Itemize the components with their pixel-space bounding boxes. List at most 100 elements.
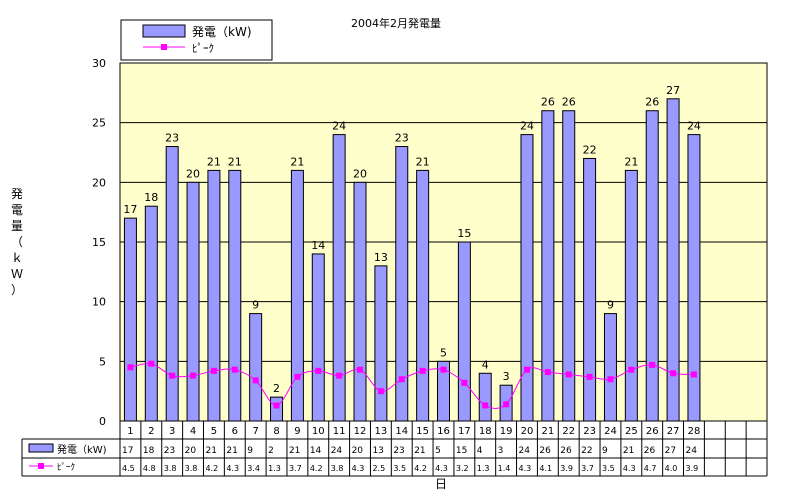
y-axis-label-char: 電 <box>11 203 23 217</box>
table-cell-peak: 3.5 <box>393 464 406 473</box>
category-label: 20 <box>521 426 534 437</box>
table-key-generation <box>28 443 54 453</box>
table-cell-peak: 3.4 <box>247 464 260 473</box>
category-label: 24 <box>604 426 617 437</box>
y-tick-label: 20 <box>92 176 106 189</box>
table-cell-generation: 13 <box>372 446 383 456</box>
peak-marker <box>607 376 614 383</box>
category-label: 10 <box>312 426 325 437</box>
table-cell-peak: 4.8 <box>143 464 156 473</box>
table-cell-peak: 4.3 <box>623 464 636 473</box>
bar-value-label: 21 <box>624 155 638 168</box>
y-tick-label: 10 <box>92 296 106 309</box>
peak-marker <box>565 371 572 378</box>
category-label: 15 <box>416 426 429 437</box>
bar-value-label: 26 <box>645 96 659 109</box>
table-series-label-generation: 発電（kW) <box>57 443 107 456</box>
y-tick-label: 30 <box>92 57 106 70</box>
x-axis-label: 日 <box>435 477 447 491</box>
y-tick-label: 15 <box>92 236 106 249</box>
bar <box>228 169 242 422</box>
peak-marker <box>690 371 697 378</box>
bar <box>562 110 576 422</box>
table-cell-peak: 3.8 <box>185 464 198 473</box>
table-cell-peak: 4.3 <box>226 464 239 473</box>
table-cell-generation: 23 <box>393 446 404 456</box>
y-axis-label: 発電量 （ ｋＷ ） <box>11 187 23 297</box>
table-cell-generation: 20 <box>352 446 364 456</box>
bar <box>416 169 430 422</box>
peak-marker <box>503 401 510 408</box>
y-tick-label: 5 <box>99 355 106 368</box>
table-cell-peak: 4.5 <box>122 464 135 473</box>
bar <box>332 134 346 422</box>
peak-line <box>130 362 694 409</box>
y-axis-label-char: ｋ <box>11 251 23 265</box>
bar <box>311 253 325 422</box>
table-cell-generation: 14 <box>310 446 322 456</box>
bar <box>290 169 304 422</box>
peak-marker <box>294 373 301 380</box>
table-cell-generation: 5 <box>435 446 441 456</box>
bar <box>478 372 492 422</box>
chart-title: 2004年2月発電量 <box>351 16 441 30</box>
bar-value-label: 26 <box>541 96 555 109</box>
table-cell-generation: 23 <box>164 446 175 456</box>
peak-marker <box>127 364 134 371</box>
table-cell-peak: 3.5 <box>602 464 615 473</box>
table-cell-generation: 26 <box>560 446 572 456</box>
table-cell-peak: 4.3 <box>352 464 365 473</box>
category-label: 14 <box>395 426 408 437</box>
legend-label-peak: ﾋﾟｰｸ <box>192 42 214 55</box>
bar <box>165 146 179 422</box>
table-cell-peak: 1.4 <box>498 464 511 473</box>
bar <box>353 181 367 422</box>
table-cell-generation: 4 <box>477 446 483 456</box>
category-label: 1 <box>127 426 133 437</box>
peak-marker <box>169 372 176 379</box>
peak-marker <box>586 373 593 380</box>
table-cell-peak: 4.7 <box>644 464 657 473</box>
table-cell-peak: 2.5 <box>372 464 385 473</box>
bar-value-label: 21 <box>207 155 221 168</box>
category-label: 6 <box>232 426 238 437</box>
bar-value-label: 20 <box>186 167 200 180</box>
category-label: 9 <box>294 426 300 437</box>
data-table: 1174.52184.83233.84203.85214.26214.3793.… <box>21 421 768 477</box>
category-label: 11 <box>333 426 346 437</box>
y-axis-label-char: ） <box>11 283 23 297</box>
category-label: 12 <box>354 426 367 437</box>
peak-marker <box>273 402 280 409</box>
bar <box>457 241 471 422</box>
bar-value-label: 27 <box>666 84 680 97</box>
category-label: 2 <box>148 426 154 437</box>
table-cell-peak: 3.9 <box>560 464 573 473</box>
bar-value-label: 26 <box>562 96 576 109</box>
y-axis-label-char: （ <box>11 235 23 249</box>
legend-label-generation: 発電（kW) <box>192 25 252 39</box>
table-cell-generation: 24 <box>686 446 698 456</box>
peak-marker <box>315 367 322 374</box>
table-cell-generation: 21 <box>226 446 237 456</box>
table-cell-generation: 2 <box>268 446 274 456</box>
table-cell-peak: 4.2 <box>205 464 218 473</box>
category-label: 3 <box>169 426 175 437</box>
table-cell-generation: 17 <box>122 446 133 456</box>
table-cell-generation: 9 <box>247 446 253 456</box>
table-cell-peak: 4.0 <box>665 464 678 473</box>
table-cell-generation: 18 <box>143 446 155 456</box>
peak-marker <box>461 379 468 386</box>
table-cell-generation: 24 <box>331 446 343 456</box>
table-cell-generation: 22 <box>581 446 592 456</box>
legend-key-peak-marker <box>161 44 167 50</box>
table-cell-peak: 3.8 <box>331 464 344 473</box>
bar-value-label: 24 <box>687 120 701 133</box>
peak-marker <box>419 367 426 374</box>
peak-marker <box>210 367 217 374</box>
y-axis-label-char: 量 <box>11 219 23 233</box>
peak-marker <box>252 377 259 384</box>
peak-marker <box>440 366 447 373</box>
bar <box>270 396 284 422</box>
bar <box>395 146 409 422</box>
